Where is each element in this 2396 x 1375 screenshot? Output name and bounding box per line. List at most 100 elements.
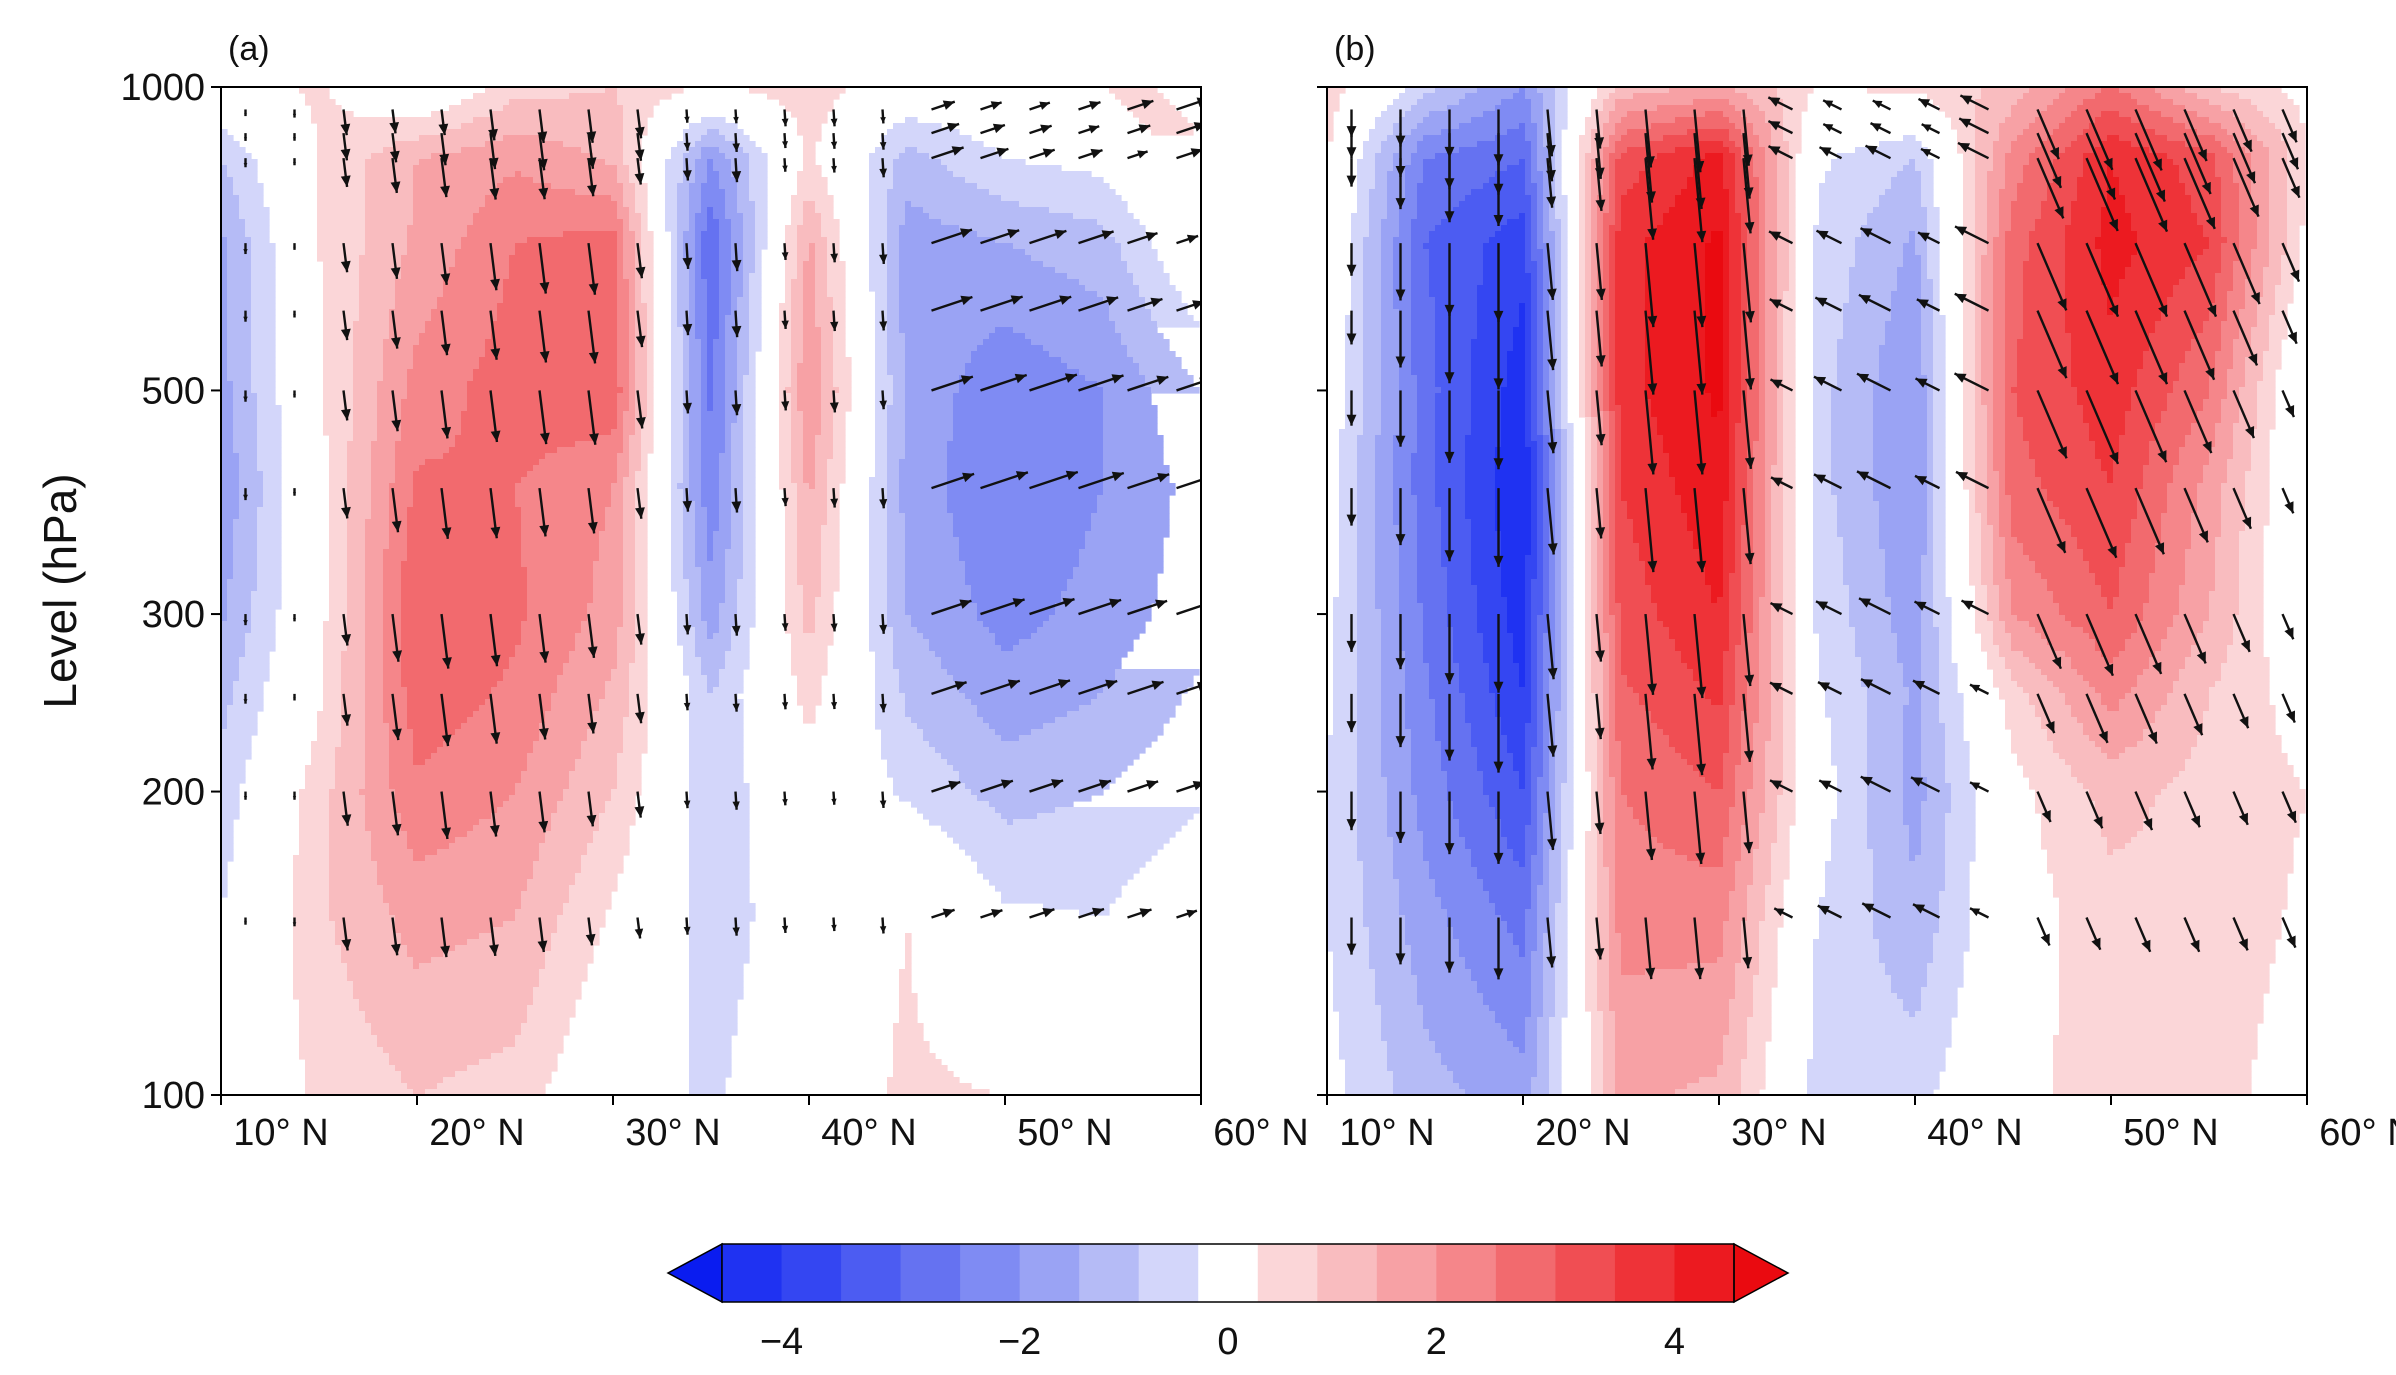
contour-cell <box>401 405 468 412</box>
contour-cell <box>833 393 852 400</box>
contour-cell <box>347 615 366 622</box>
wind-vector <box>634 157 645 185</box>
contour-cell <box>2221 231 2240 238</box>
contour-cell <box>701 117 726 124</box>
contour-cell <box>1585 201 1592 208</box>
contour-cell <box>1585 249 1592 256</box>
contour-cell <box>743 393 756 400</box>
contour-cell <box>1777 225 1790 232</box>
contour-cell <box>1591 243 1598 250</box>
contour-cell <box>1699 141 1724 148</box>
contour-cell <box>1429 279 1484 286</box>
contour-cell <box>635 387 648 394</box>
contour-cell <box>617 207 630 214</box>
contour-cell <box>509 273 618 280</box>
contour-cell <box>2239 207 2258 214</box>
contour-cell <box>1963 207 1976 214</box>
contour-cell <box>701 243 720 250</box>
contour-cell <box>743 513 756 520</box>
contour-cell <box>323 405 354 412</box>
contour-cell <box>365 201 414 208</box>
wind-vector <box>830 613 838 632</box>
contour-cell <box>221 447 234 454</box>
contour-cell <box>1537 201 1544 208</box>
contour-cell <box>749 327 762 334</box>
contour-cell <box>791 111 828 118</box>
contour-cell <box>491 327 618 334</box>
contour-cell <box>887 321 900 328</box>
contour-cell <box>533 873 576 880</box>
contour-cell <box>2047 195 2078 202</box>
contour-cell <box>893 651 936 658</box>
contour-cell <box>1783 111 1802 118</box>
contour-cell <box>557 681 606 688</box>
contour-cell <box>1645 309 1706 316</box>
contour-cell <box>683 159 696 166</box>
contour-cell <box>1531 99 1544 106</box>
contour-cell <box>719 279 732 286</box>
contour-cell <box>575 189 624 196</box>
contour-cell <box>629 213 642 220</box>
wind-vector <box>243 614 248 626</box>
contour-cell <box>1819 219 1868 226</box>
contour-cell <box>2215 165 2234 172</box>
contour-cell <box>1519 303 1526 310</box>
contour-cell <box>791 381 798 388</box>
contour-cell <box>749 303 762 310</box>
contour-cell <box>683 387 690 394</box>
contour-cell <box>1103 429 1158 436</box>
contour-cell <box>1999 201 2012 208</box>
contour-cell <box>689 765 744 772</box>
contour-cell <box>1861 225 1928 232</box>
contour-cell <box>1097 507 1170 514</box>
contour-cell <box>1423 171 1496 178</box>
wind-vector <box>879 243 888 265</box>
contour-cell <box>1933 291 1940 298</box>
contour-cell <box>1585 195 1592 202</box>
contour-cell <box>227 597 252 604</box>
contour-cell <box>899 465 948 472</box>
contour-cell <box>1615 315 1646 322</box>
contour-cell <box>521 537 600 544</box>
contour-cell <box>1531 315 1538 322</box>
contour-cell <box>1765 267 1778 274</box>
contour-cell <box>1729 297 1742 304</box>
contour-cell <box>1603 213 1616 220</box>
contour-cell <box>737 363 750 370</box>
contour-cell <box>233 561 258 568</box>
contour-cell <box>1741 297 1748 304</box>
contour-cell <box>485 339 618 346</box>
contour-cell <box>221 297 228 304</box>
contour-cell <box>755 231 768 238</box>
contour-cell <box>905 213 930 220</box>
contour-cell <box>635 657 648 664</box>
contour-cell <box>1993 147 2012 154</box>
contour-cell <box>1603 279 1610 286</box>
contour-cell <box>677 183 690 190</box>
contour-cell <box>689 147 702 154</box>
contour-cell <box>689 393 702 400</box>
contour-cell <box>227 717 258 724</box>
contour-cell <box>743 267 756 274</box>
contour-cell <box>1537 231 1544 238</box>
contour-cell <box>221 741 252 748</box>
contour-cell <box>905 555 960 562</box>
contour-cell <box>2287 213 2306 220</box>
contour-cell <box>695 261 702 268</box>
contour-cell <box>695 315 708 322</box>
wind-vector <box>391 487 402 533</box>
contour-cell <box>2005 291 2024 298</box>
contour-cell <box>1981 291 1994 298</box>
contour-cell <box>701 393 708 400</box>
contour-cell <box>869 543 888 550</box>
contour-cell <box>2077 195 2108 202</box>
contour-cell <box>251 267 276 274</box>
contour-cell <box>539 459 618 466</box>
contour-cell <box>2131 141 2186 148</box>
contour-cell <box>683 447 690 454</box>
contour-cell <box>1741 267 1748 274</box>
wind-vector <box>489 917 499 957</box>
contour-cell <box>2005 237 2030 244</box>
contour-cell <box>389 783 516 790</box>
contour-cell <box>1705 315 1724 322</box>
